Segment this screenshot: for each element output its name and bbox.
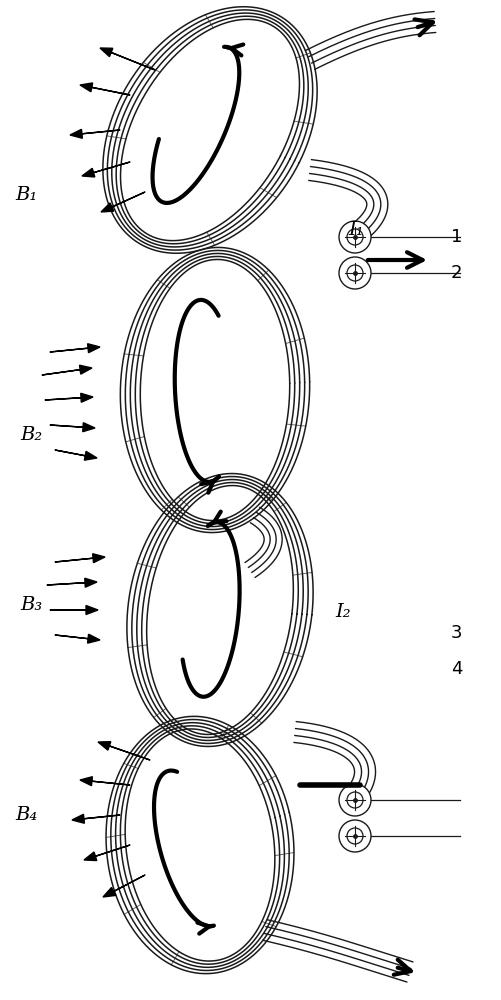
FancyArrow shape	[82, 162, 130, 177]
Circle shape	[339, 820, 371, 852]
Polygon shape	[147, 486, 294, 734]
FancyArrow shape	[50, 344, 100, 353]
FancyArrow shape	[80, 777, 130, 786]
Text: I₂: I₂	[336, 603, 351, 621]
Circle shape	[339, 257, 371, 289]
FancyArrow shape	[45, 393, 93, 402]
Circle shape	[347, 792, 363, 808]
Polygon shape	[121, 19, 300, 241]
FancyArrow shape	[72, 814, 120, 823]
FancyArrow shape	[55, 554, 105, 563]
FancyArrow shape	[80, 83, 130, 95]
Text: 4: 4	[451, 660, 462, 678]
FancyArrow shape	[100, 48, 155, 70]
Text: B₃: B₃	[20, 596, 42, 614]
Text: B₁: B₁	[15, 186, 37, 204]
FancyArrow shape	[84, 845, 130, 861]
Text: 3: 3	[451, 624, 462, 642]
FancyArrow shape	[98, 742, 150, 760]
Text: 1: 1	[451, 228, 462, 246]
FancyArrow shape	[47, 578, 97, 587]
Circle shape	[347, 229, 363, 245]
Circle shape	[347, 265, 363, 281]
FancyArrow shape	[50, 423, 95, 432]
Text: B₄: B₄	[15, 806, 37, 824]
FancyArrow shape	[55, 634, 100, 643]
FancyArrow shape	[55, 450, 97, 460]
FancyArrow shape	[101, 192, 145, 212]
Text: I₁: I₁	[348, 221, 364, 239]
Circle shape	[339, 221, 371, 253]
Polygon shape	[140, 259, 290, 521]
Text: 2: 2	[451, 264, 462, 282]
Circle shape	[347, 828, 363, 844]
FancyArrow shape	[42, 365, 92, 375]
FancyArrow shape	[50, 605, 98, 614]
Polygon shape	[125, 729, 275, 961]
Circle shape	[339, 784, 371, 816]
Text: B₂: B₂	[20, 426, 42, 444]
FancyArrow shape	[103, 875, 145, 897]
FancyArrow shape	[70, 129, 120, 138]
